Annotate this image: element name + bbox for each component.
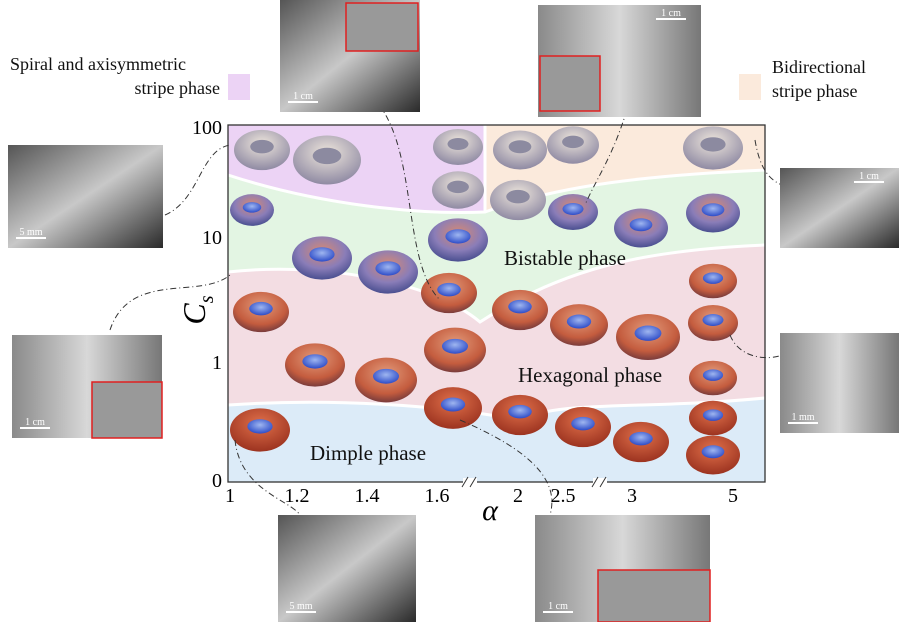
photo-inset [540,56,600,111]
torus-hole [447,181,469,193]
scale-label: 1 mm [791,412,814,423]
torus-hole [508,405,532,418]
scale-label: 1 cm [661,8,681,19]
phase-label: Hexagonal phase [518,363,662,387]
y-axis-label-sub: s [196,295,218,303]
legend-swatch [228,74,250,100]
photo [780,168,899,248]
torus-hole [567,315,591,329]
legend-label: Spiral and axisymmetric [10,54,186,74]
x-tick-label: 2.5 [551,485,576,507]
torus-hole [373,369,399,384]
y-tick-label: 1 [212,352,222,374]
torus-hole [441,398,465,412]
y-tick-label: 100 [192,117,222,139]
legend-label: stripe phase [135,78,220,98]
x-tick-label: 2 [513,485,523,507]
torus-hole [375,261,400,275]
figure: 1 cm 1 cm 5 mm 1 cm 1 cm 1 mm 5 mm 1 cm Spiral … [0,0,899,622]
torus-hole [250,140,274,153]
photo-inset [598,570,710,622]
legend-label: Bidirectional [772,57,866,77]
torus-hole [703,314,724,326]
torus-hole [635,325,662,340]
x-tick-label: 3 [627,485,637,507]
torus-hole [629,432,653,445]
torus-hole [703,272,723,284]
torus-hole [630,218,653,231]
phase-label: Dimple phase [310,441,426,465]
torus-hole [243,202,261,213]
scale-label: 1 cm [548,601,568,612]
x-axis-label: α [482,494,499,527]
torus-hole [448,138,469,150]
torus-hole [703,369,723,381]
torus-hole [445,229,470,243]
torus-hole [442,339,468,354]
torus-hole [703,409,723,421]
x-tick-label: 1.4 [355,485,380,507]
torus-hole [702,445,725,458]
y-tick-label: 10 [202,227,222,249]
torus-hole [700,137,725,151]
torus-hole [563,203,584,215]
scale-label: 1 cm [25,417,45,428]
scale-label: 1 cm [859,171,879,182]
x-tick-label: 1.6 [425,485,450,507]
scale-label: 5 mm [289,601,312,612]
x-tick-label: 1 [225,485,235,507]
scale-label: 5 mm [19,227,42,238]
torus-hole [571,417,595,430]
torus-hole [247,419,272,433]
torus-hole [309,247,334,261]
torus-hole [506,190,530,203]
torus-hole [702,203,725,216]
legend-label: stripe phase [772,81,857,101]
torus-hole [302,354,327,368]
torus-hole [562,136,584,148]
scale-label: 1 cm [293,91,313,102]
x-tick-label: 5 [728,485,738,507]
y-axis-label: Cs [176,295,218,324]
photo-inset [92,382,162,438]
torus-hole [313,148,342,164]
photo-inset [346,3,418,51]
torus-hole [437,283,461,296]
phase-label: Bistable phase [504,246,626,270]
y-axis-label-main: C [176,303,212,325]
y-tick-label: 0 [212,470,222,492]
x-tick-label: 1.2 [285,485,310,507]
torus-hole [509,140,532,153]
legend-swatch [739,74,761,100]
torus-hole [249,302,273,315]
torus-hole [508,300,532,313]
